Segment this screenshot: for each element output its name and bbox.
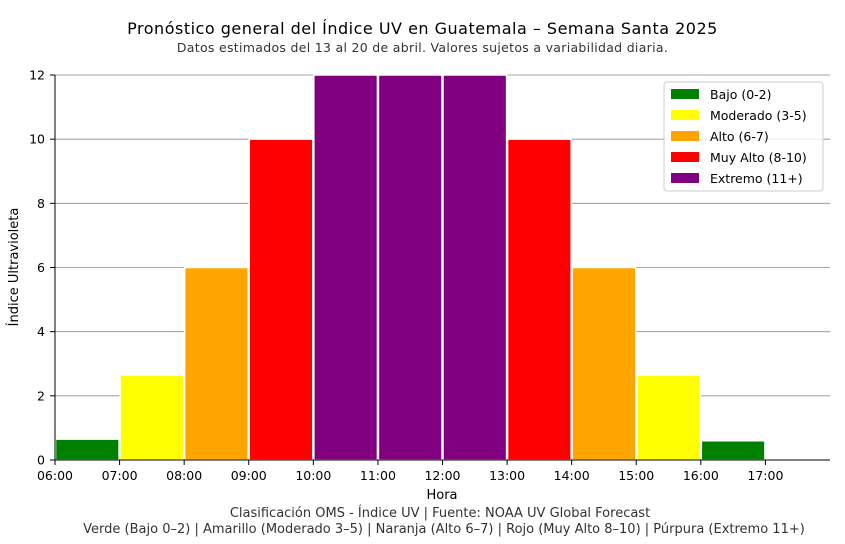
- legend-label: Extremo (11+): [710, 171, 803, 186]
- legend-label: Moderado (3-5): [710, 108, 807, 123]
- legend-swatch-extremo: [671, 173, 699, 183]
- bar-1400: [571, 266, 637, 461]
- bar-0800: [183, 266, 250, 461]
- y-tick-label: 4: [37, 324, 45, 339]
- y-tick-label: 10: [29, 132, 45, 147]
- legend-label: Alto (6-7): [710, 129, 769, 144]
- chart-title: Pronóstico general del Índice UV en Guat…: [127, 19, 718, 38]
- y-tick-label: 12: [29, 68, 45, 83]
- x-tick-label: 12:00: [424, 468, 460, 483]
- bar-0600: [54, 438, 120, 461]
- bar-1200: [442, 74, 508, 461]
- legend-swatch-bajo: [671, 89, 699, 99]
- x-tick-label: 06:00: [37, 468, 73, 483]
- x-tick-label: 11:00: [360, 468, 396, 483]
- x-tick-label: 10:00: [295, 468, 331, 483]
- x-tick-label: 15:00: [618, 468, 654, 483]
- x-tick-label: 17:00: [747, 468, 783, 483]
- bar-0900: [248, 138, 314, 461]
- y-axis-label: Índice Ultravioleta: [6, 208, 22, 327]
- bar-1100: [377, 74, 443, 461]
- legend-label: Muy Alto (8-10): [710, 150, 807, 165]
- x-tick-label: 09:00: [231, 468, 267, 483]
- legend-swatch-muy-alto: [671, 152, 699, 162]
- y-tick-label: 8: [37, 196, 45, 211]
- bar-1600: [700, 440, 766, 461]
- x-tick-label: 16:00: [683, 468, 719, 483]
- x-axis-label: Hora: [426, 488, 457, 503]
- bar-0700: [119, 374, 185, 461]
- x-tick-label: 13:00: [489, 468, 525, 483]
- legend-box: [663, 81, 824, 192]
- x-tick-label: 07:00: [102, 468, 138, 483]
- bar-1000: [313, 74, 379, 461]
- legend-swatch-moderado: [671, 110, 699, 120]
- chart-subtitle: Datos estimados del 13 al 20 de abril. V…: [176, 40, 669, 55]
- y-tick-label: 2: [37, 388, 45, 403]
- x-tick-label: 14:00: [554, 468, 590, 483]
- y-tick-label: 6: [37, 260, 45, 275]
- legend-label: Bajo (0-2): [710, 87, 772, 102]
- x-tick-label: 08:00: [166, 468, 202, 483]
- legend-swatch-alto: [671, 131, 699, 141]
- bar-1300: [506, 138, 572, 461]
- color-key-caption: Verde (Bajo 0–2) | Amarillo (Moderado 3–…: [83, 522, 805, 537]
- source-caption: Clasificación OMS - Índice UV | Fuente: …: [229, 506, 651, 521]
- bar-1500: [636, 374, 702, 461]
- y-tick-label: 0: [37, 453, 45, 468]
